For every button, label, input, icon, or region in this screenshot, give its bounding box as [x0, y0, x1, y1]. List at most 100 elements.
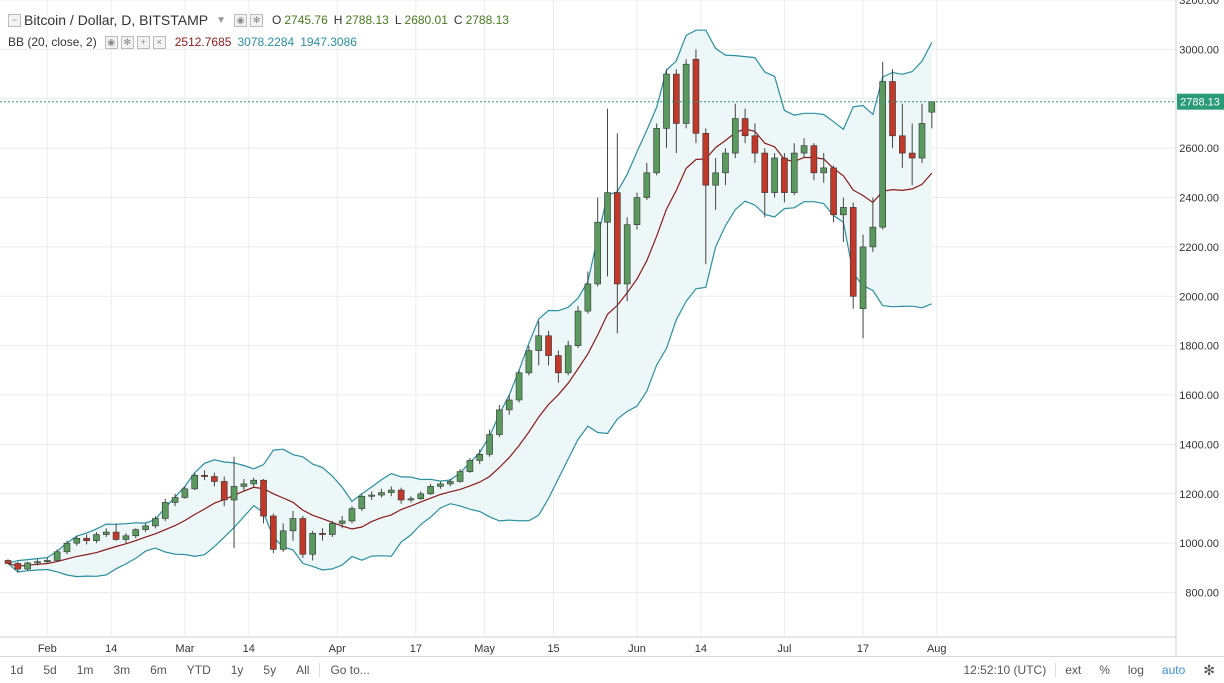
- candle-body: [211, 477, 217, 482]
- candle-body: [339, 521, 345, 523]
- candle-body: [162, 502, 168, 518]
- toolbar-right: 12:52:10 (UTC) ext % log auto ✻: [955, 657, 1224, 683]
- symbol-title[interactable]: Bitcoin / Dollar, D, BITSTAMP: [24, 12, 208, 28]
- percent-toggle[interactable]: %: [1090, 663, 1119, 677]
- ohlc-close-key: C: [454, 13, 463, 27]
- y-tick-label: 2200.00: [1179, 242, 1219, 254]
- candle-body: [408, 499, 414, 500]
- candle-body: [850, 207, 856, 296]
- candle-body: [398, 490, 404, 500]
- candle-body: [388, 490, 394, 492]
- log-toggle[interactable]: log: [1119, 663, 1153, 677]
- candle-body: [595, 222, 601, 284]
- candle-down: [270, 514, 276, 554]
- collapse-icon[interactable]: −: [8, 14, 21, 27]
- candle-body: [270, 516, 276, 549]
- candle-body: [437, 484, 443, 486]
- indicator-legend[interactable]: BB (20, close, 2) ◉ ✻ + × 2512.7685 3078…: [8, 33, 357, 51]
- candle-body: [300, 518, 306, 554]
- candle-up: [634, 193, 640, 230]
- candle-body: [133, 530, 139, 536]
- y-tick-label: 800.00: [1185, 588, 1219, 600]
- candle-body: [152, 518, 158, 525]
- candle-body: [752, 136, 758, 153]
- candle-body: [467, 460, 473, 471]
- y-tick-label: 1200.00: [1179, 489, 1219, 501]
- range-1y-button[interactable]: 1y: [221, 663, 254, 677]
- candle-body: [487, 435, 493, 455]
- candle-body: [654, 128, 660, 172]
- ext-toggle[interactable]: ext: [1056, 663, 1090, 677]
- candle-body: [811, 146, 817, 173]
- candle-body: [64, 543, 70, 552]
- y-tick-label: 2600.00: [1179, 143, 1219, 155]
- candle-body: [555, 356, 561, 373]
- candle-up: [880, 62, 886, 230]
- ohlc-open-value: 2745.76: [284, 13, 327, 27]
- range-1m-button[interactable]: 1m: [67, 663, 104, 677]
- range-5y-button[interactable]: 5y: [253, 663, 286, 677]
- candle-body: [221, 481, 227, 500]
- y-tick-label: 3200.00: [1179, 0, 1219, 7]
- candle-body: [261, 480, 267, 516]
- ohlc-close-value: 2788.13: [466, 13, 509, 27]
- candle-body: [516, 373, 522, 400]
- ohlc-high-value: 2788.13: [345, 13, 388, 27]
- candle-body: [644, 173, 650, 198]
- gear-icon[interactable]: ✻: [121, 36, 134, 49]
- candle-body: [172, 498, 178, 503]
- indicator-name[interactable]: BB (20, close, 2): [8, 35, 97, 49]
- candle-up: [654, 123, 660, 175]
- eye-icon[interactable]: ◉: [105, 36, 118, 49]
- candle-body: [536, 336, 542, 351]
- gear-icon[interactable]: ✻: [250, 14, 263, 27]
- chevron-down-icon[interactable]: ▼: [216, 15, 226, 26]
- y-axis-ticks: 800.001000.001200.001400.001600.001800.0…: [1179, 0, 1219, 600]
- candle-body: [860, 247, 866, 309]
- price-chart[interactable]: 800.001000.001200.001400.001600.001800.0…: [0, 0, 1224, 656]
- range-3m-button[interactable]: 3m: [103, 663, 140, 677]
- bottom-toolbar: 1d 5d 1m 3m 6m YTD 1y 5y All Go to... 12…: [0, 656, 1224, 683]
- candle-down: [831, 165, 837, 222]
- y-tick-label: 1800.00: [1179, 341, 1219, 353]
- bb-basis-value: 2512.7685: [175, 35, 232, 49]
- candle-body: [899, 136, 905, 153]
- candle-body: [565, 346, 571, 373]
- candle-body: [742, 119, 748, 136]
- utc-clock[interactable]: 12:52:10 (UTC): [955, 663, 1056, 677]
- auto-toggle[interactable]: auto: [1153, 663, 1194, 677]
- ohlc-open-key: O: [272, 13, 281, 27]
- close-icon[interactable]: ×: [153, 36, 166, 49]
- candle-body: [182, 489, 188, 498]
- x-tick-label: 15: [547, 643, 559, 655]
- plus-icon[interactable]: +: [137, 36, 150, 49]
- range-1d-button[interactable]: 1d: [0, 663, 33, 677]
- candle-body: [919, 123, 925, 158]
- range-all-button[interactable]: All: [286, 663, 319, 677]
- candle-up: [575, 306, 581, 348]
- range-5d-button[interactable]: 5d: [33, 663, 66, 677]
- candle-body: [703, 133, 709, 185]
- x-tick-label: 14: [105, 643, 117, 655]
- symbol-legend[interactable]: − Bitcoin / Dollar, D, BITSTAMP ▼ ◉ ✻ O …: [8, 11, 509, 29]
- candle-body: [506, 400, 512, 410]
- candle-up: [516, 370, 522, 402]
- candle-up: [496, 405, 502, 437]
- range-ytd-button[interactable]: YTD: [177, 663, 221, 677]
- range-6m-button[interactable]: 6m: [140, 663, 177, 677]
- x-tick-label: 17: [857, 643, 869, 655]
- eye-icon[interactable]: ◉: [234, 14, 247, 27]
- candle-body: [123, 536, 129, 540]
- bb-lower-value: 1947.3086: [300, 35, 357, 49]
- y-tick-label: 1400.00: [1179, 439, 1219, 451]
- candle-body: [457, 472, 463, 482]
- goto-button[interactable]: Go to...: [320, 663, 379, 677]
- settings-gear-icon[interactable]: ✻: [1194, 662, 1224, 679]
- candle-body: [762, 153, 768, 193]
- candle-body: [575, 311, 581, 346]
- candle-body: [722, 153, 728, 173]
- candle-body: [546, 336, 552, 356]
- candle-body: [25, 563, 31, 569]
- candle-body: [821, 168, 827, 173]
- x-tick-label: Apr: [329, 643, 346, 655]
